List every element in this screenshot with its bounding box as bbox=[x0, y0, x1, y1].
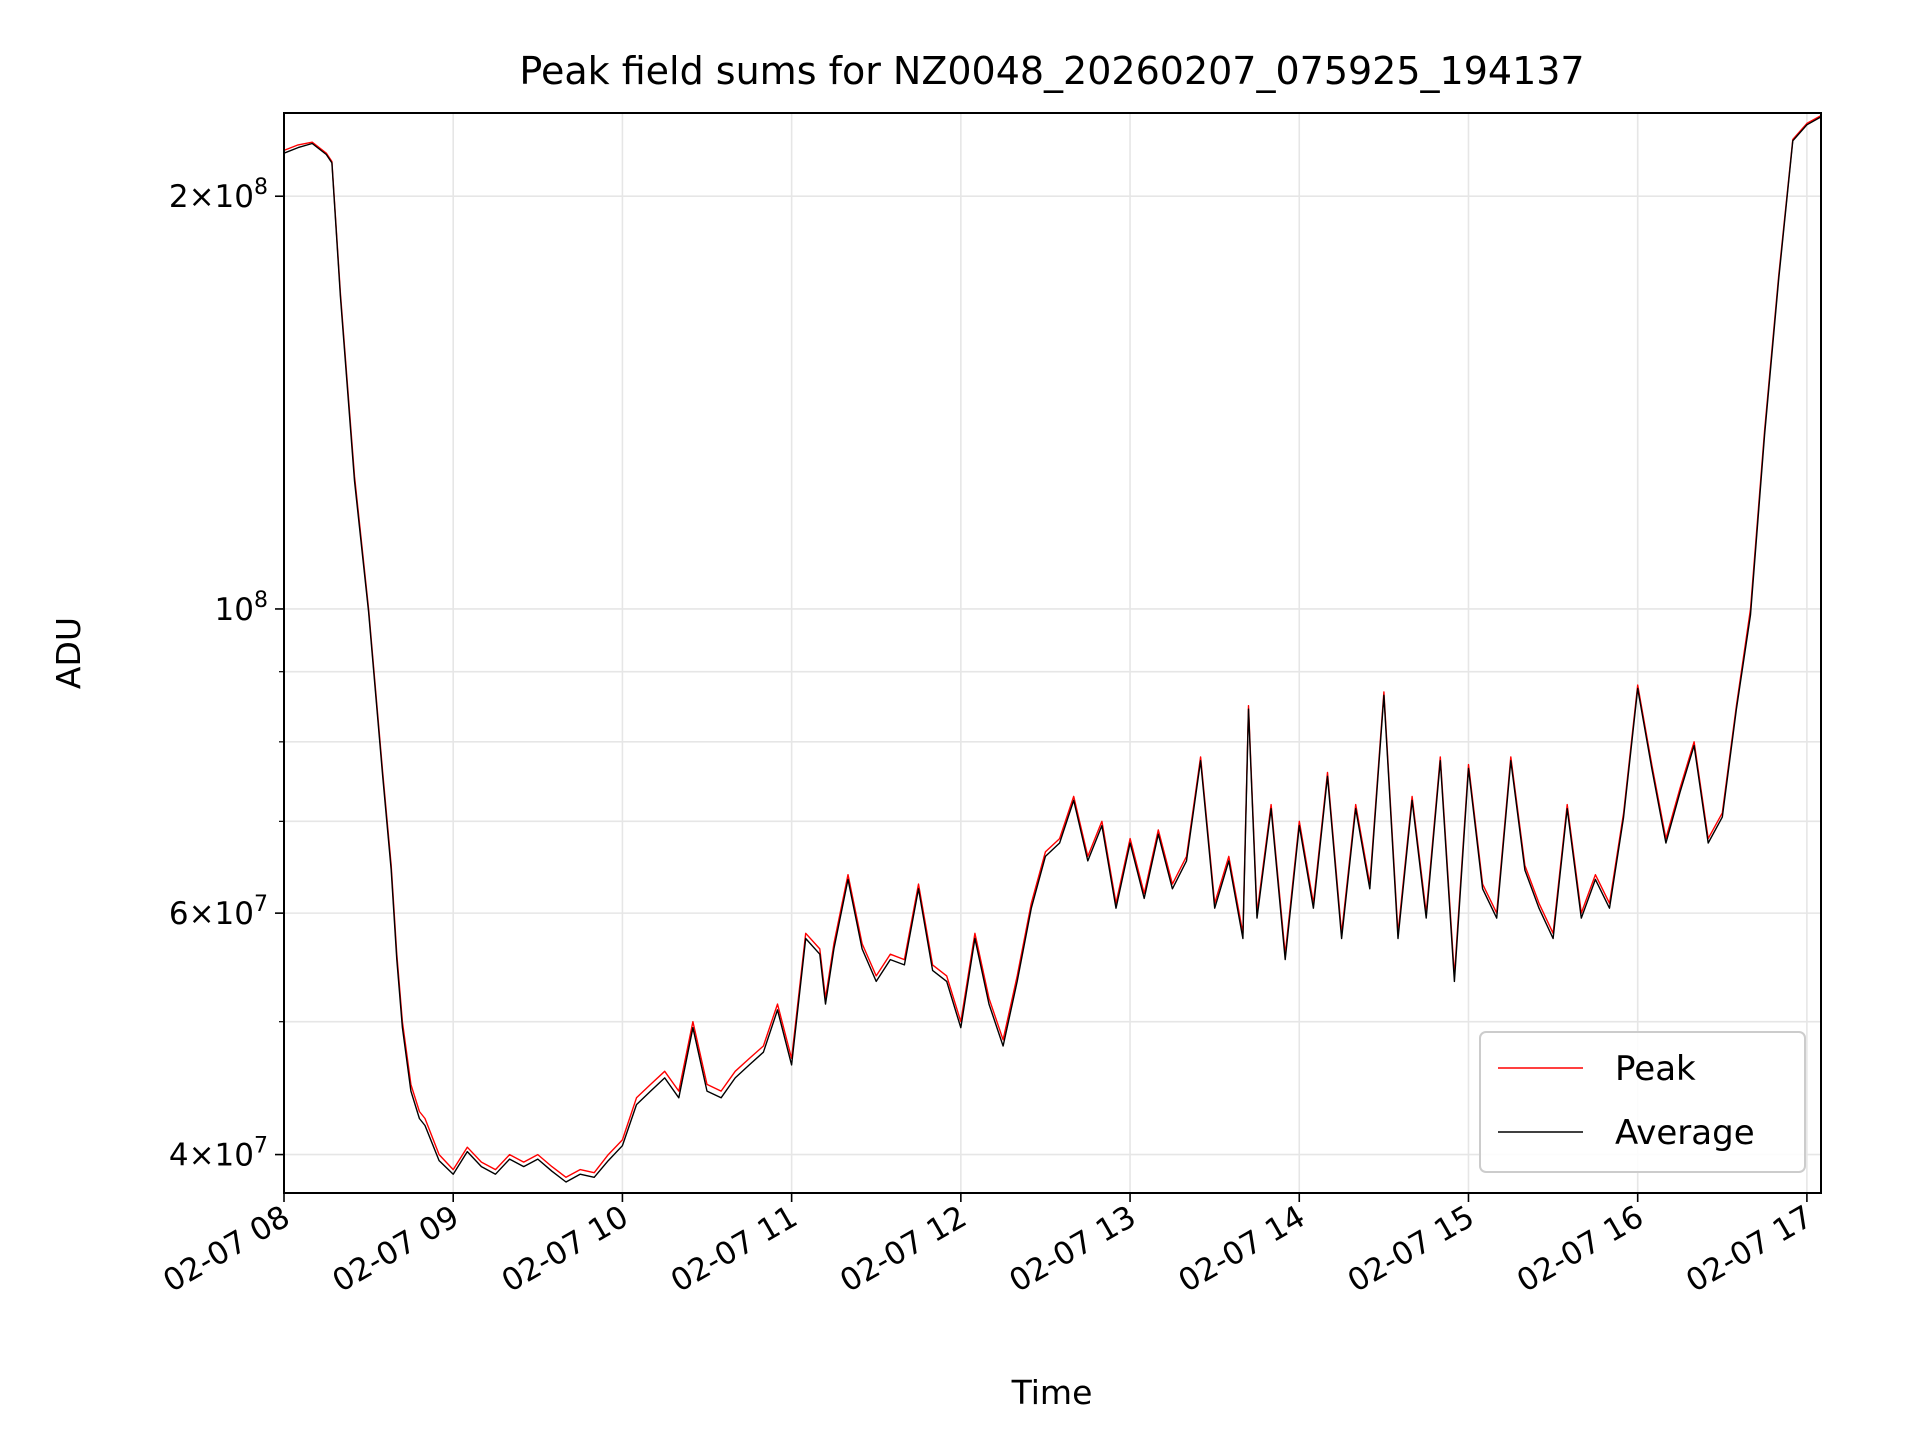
y-tick-label: 2×108 bbox=[169, 175, 268, 215]
series-layer bbox=[283, 114, 1822, 1183]
y-tick-label: 6×107 bbox=[169, 892, 268, 932]
y-tick-exponent: 7 bbox=[254, 1134, 268, 1159]
y-tick-exponent: 7 bbox=[254, 892, 268, 917]
y-tick-label: 108 bbox=[215, 588, 268, 628]
grid-layer bbox=[283, 113, 1821, 1193]
plot-frame bbox=[283, 112, 1822, 1194]
y-tick-mantissa: 2 bbox=[169, 179, 189, 215]
y-tick-exponent: 8 bbox=[254, 175, 268, 200]
legend-box bbox=[1479, 1031, 1806, 1173]
legend: Peak Average bbox=[1479, 1031, 1806, 1173]
y-axis-label: ADU bbox=[49, 617, 88, 689]
legend-label-average: Average bbox=[1615, 1113, 1755, 1153]
series-line-peak bbox=[283, 114, 1822, 1179]
y-tick-layer: 4×107 6×107 108 2×108 bbox=[169, 175, 284, 1174]
chart-title: Peak field sums for NZ0048_20260207_0759… bbox=[519, 49, 1584, 93]
x-axis-label: Time bbox=[1011, 1373, 1093, 1412]
series-line-average bbox=[283, 116, 1822, 1183]
y-tick-mantissa: 4 bbox=[169, 1138, 189, 1174]
y-tick-label: 4×107 bbox=[169, 1134, 268, 1174]
legend-label-peak: Peak bbox=[1615, 1049, 1696, 1089]
y-tick-exponent: 8 bbox=[254, 588, 268, 613]
y-tick-mantissa: 6 bbox=[169, 896, 189, 932]
